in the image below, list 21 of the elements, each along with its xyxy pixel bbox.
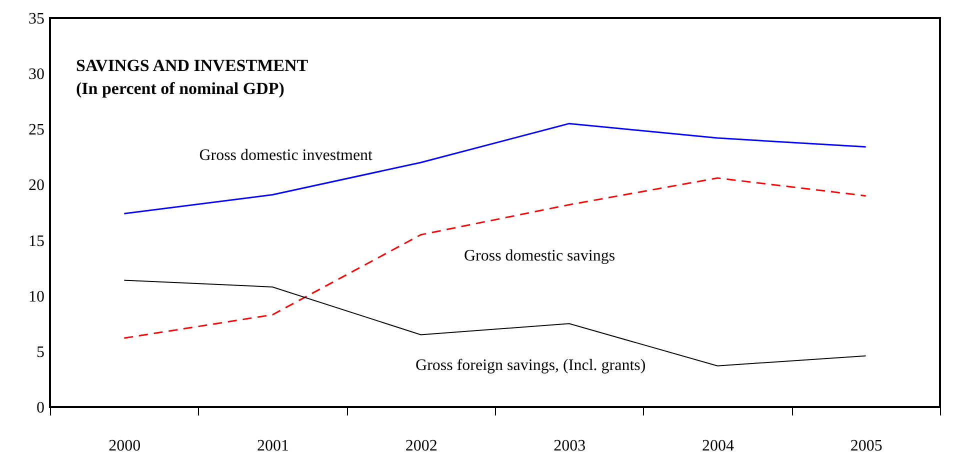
- y-tick-label: 20: [28, 177, 44, 194]
- x-tick-label: 2003: [554, 438, 586, 454]
- y-tick-label: 30: [28, 66, 44, 84]
- y-tick-label: 15: [28, 232, 44, 250]
- line-series: [123, 177, 867, 339]
- text: (In percent of nominal GDP): [76, 79, 284, 98]
- x-tick-label: 2000: [108, 438, 141, 454]
- text: SAVINGS AND INVESTMENT: [76, 56, 309, 75]
- x-tick-label: 2002: [405, 438, 438, 454]
- series-label: Gross domestic investment: [199, 146, 374, 164]
- series-label: Gross foreign savings, (Incl. grants): [416, 356, 646, 374]
- y-tick-label: 10: [28, 288, 44, 306]
- series-label: Gross domestic savings: [464, 247, 616, 264]
- line-series: [123, 122, 867, 214]
- y-tick-label: 0: [36, 400, 44, 416]
- y-tick-label: 25: [28, 122, 44, 139]
- y-tick-label: 35: [28, 10, 44, 28]
- x-tick-label: 2001: [257, 438, 289, 454]
- x-tick-label: 2004: [702, 438, 734, 454]
- y-tick-label: 5: [36, 344, 44, 361]
- x-tick-label: 2005: [850, 438, 882, 454]
